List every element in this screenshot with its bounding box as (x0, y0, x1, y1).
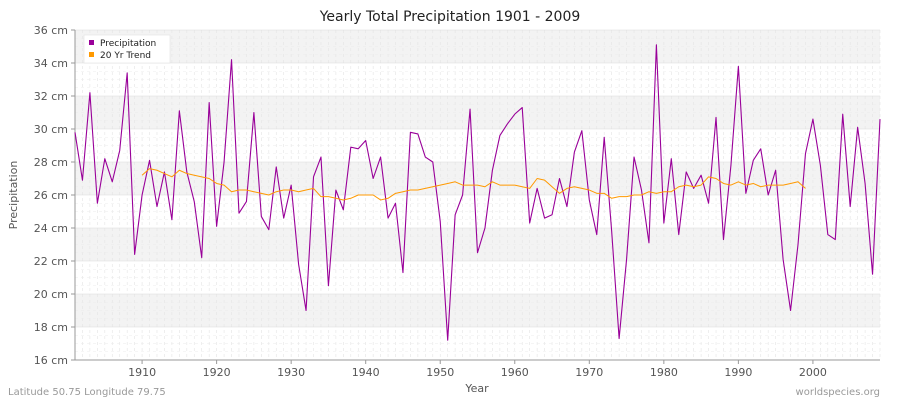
y-axis-ticks: 16 cm 18 cm 20 cm 22 cm 24 cm 26 cm 28 cm 30 cm… (34, 24, 75, 367)
y-tick-label: 24 cm (34, 222, 68, 235)
legend-label-trend: 20 Yr Trend (100, 51, 151, 61)
y-tick-label: 16 cm (34, 354, 68, 367)
series-lines (74, 44, 881, 341)
x-tick-label: 1960 (501, 366, 529, 379)
x-axis-ticks: 1910 1920 1930 1940 1950 1960 1970 1980 1990 2000 (128, 360, 827, 379)
y-tick-label: 26 cm (34, 189, 68, 202)
y-tick-label: 34 cm (34, 57, 68, 70)
legend-swatch-precipitation (89, 40, 94, 45)
x-tick-label: 1970 (575, 366, 603, 379)
x-tick-label: 1980 (650, 366, 678, 379)
y-tick-label: 18 cm (34, 321, 68, 334)
y-tick-label: 22 cm (34, 255, 68, 268)
x-tick-label: 1950 (426, 366, 454, 379)
x-tick-label: 1930 (277, 366, 305, 379)
legend-label-precipitation: Precipitation (100, 39, 156, 49)
precipitation-series-line (74, 44, 881, 341)
y-tick-label: 32 cm (34, 90, 68, 103)
y-axis-title: Precipitation (7, 161, 20, 230)
trend-series-line (141, 168, 806, 201)
x-tick-label: 2000 (799, 366, 827, 379)
legend: Precipitation 20 Yr Trend (83, 34, 171, 64)
y-tick-label: 28 cm (34, 156, 68, 169)
x-tick-label: 1910 (128, 366, 156, 379)
y-tick-label: 30 cm (34, 123, 68, 136)
grid-lines (75, 29, 881, 361)
legend-swatch-trend (89, 52, 94, 57)
x-axis-title: Year (464, 382, 489, 395)
footer-coordinates: Latitude 50.75 Longitude 79.75 (8, 387, 166, 398)
x-tick-label: 1920 (203, 366, 231, 379)
footer-source: worldspecies.org (796, 387, 880, 398)
x-tick-label: 1990 (724, 366, 752, 379)
x-tick-label: 1940 (352, 366, 380, 379)
y-tick-label: 36 cm (34, 24, 68, 37)
legend-box (83, 34, 171, 64)
y-tick-label: 20 cm (34, 288, 68, 301)
chart-title: Yearly Total Precipitation 1901 - 2009 (319, 9, 581, 25)
